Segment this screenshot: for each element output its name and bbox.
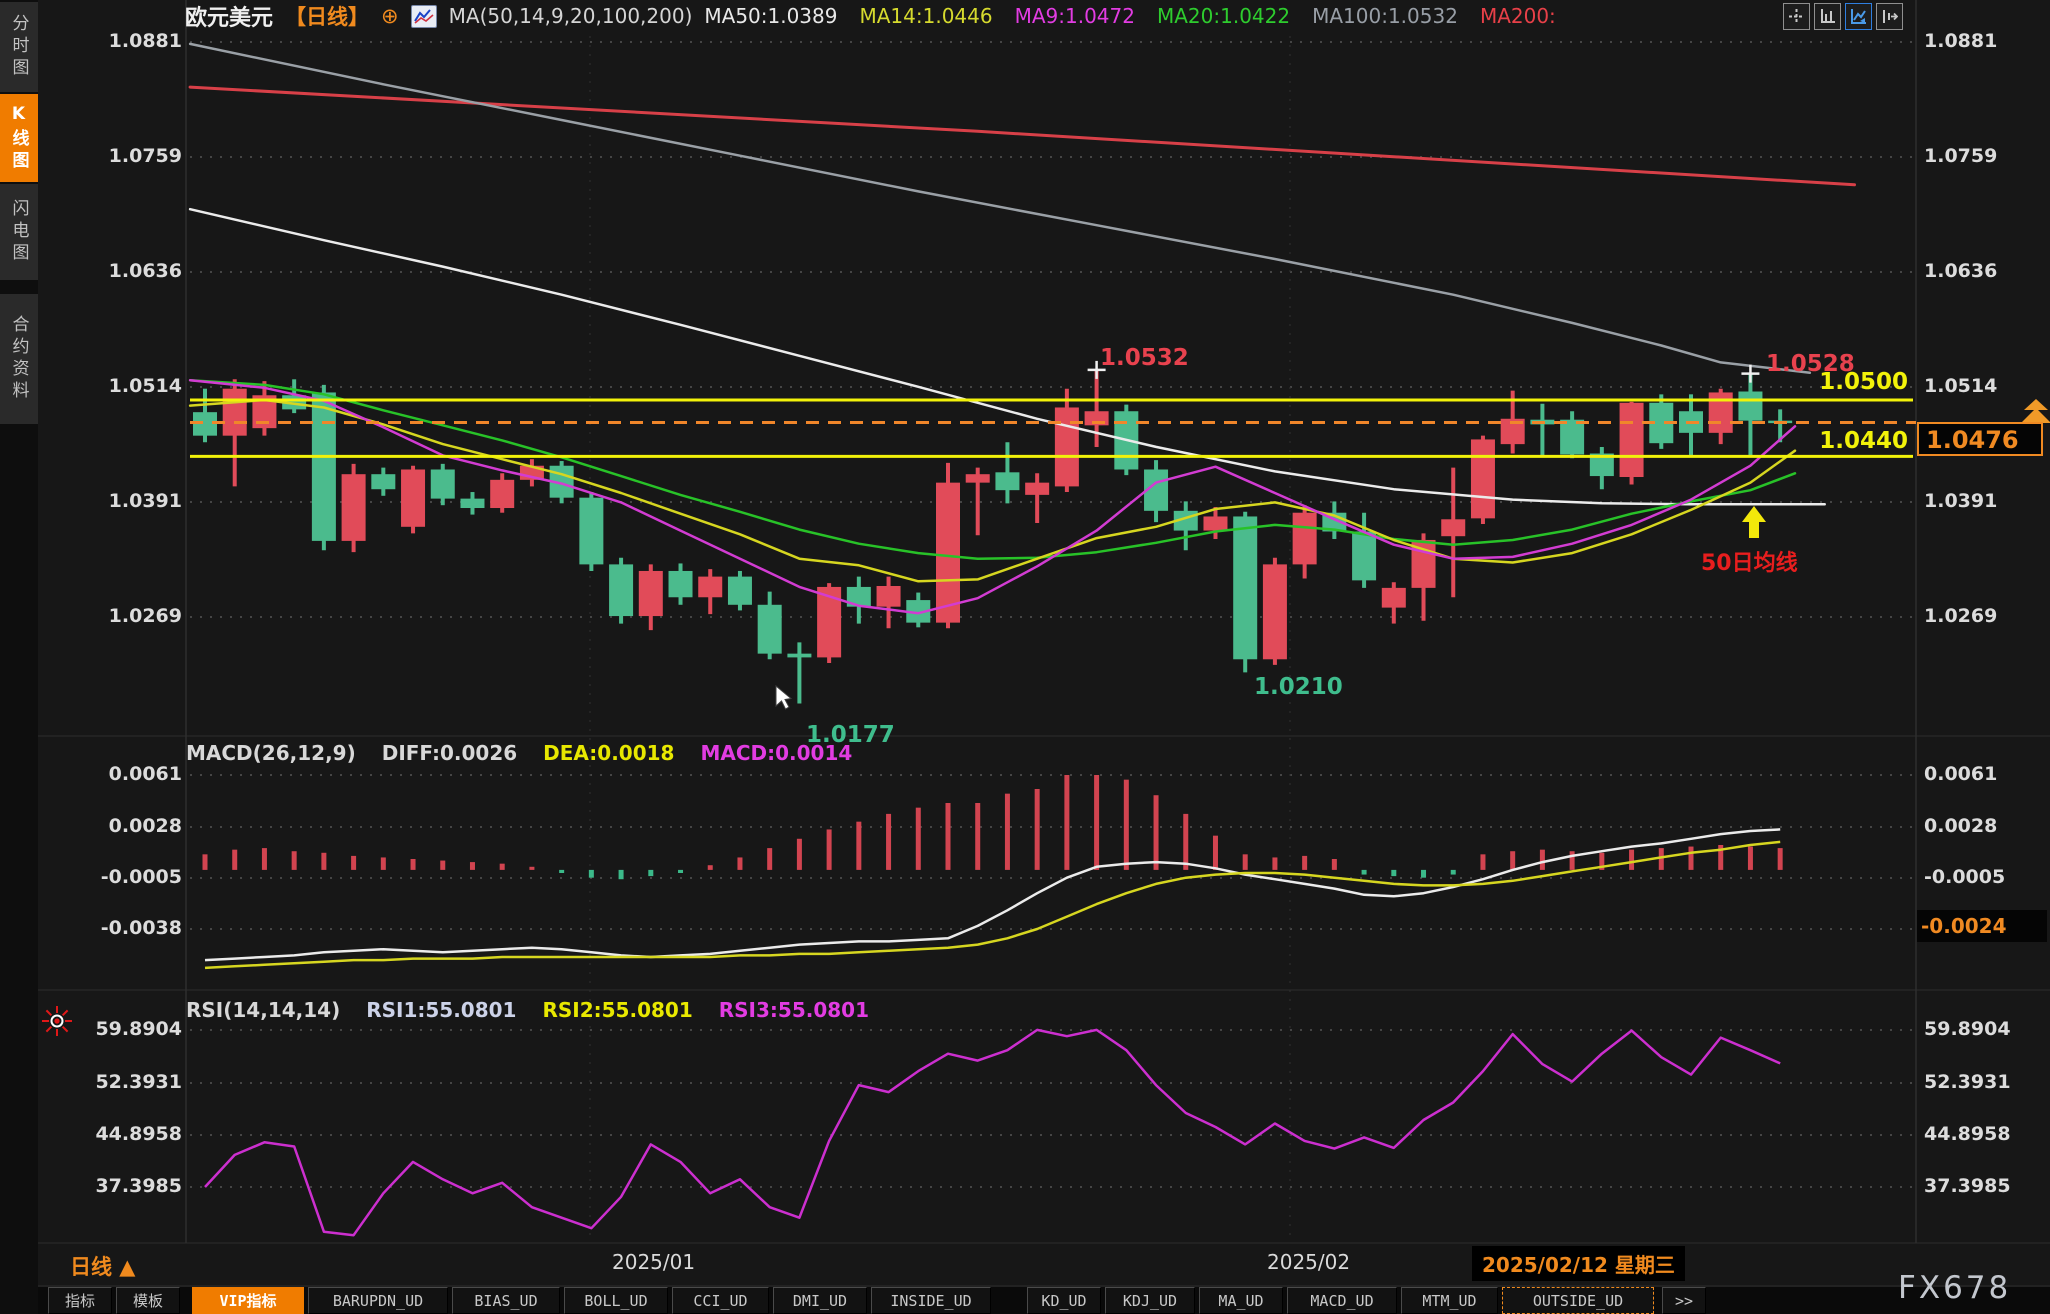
price-tick-left-3: 1.0514 — [108, 375, 182, 397]
brand-watermark: FX678 — [1898, 1270, 2012, 1306]
ma-values: MA50:1.0389 MA14:1.0446 MA9:1.0472 MA20:1.0… — [704, 4, 1577, 28]
x-axis-label-feb: 2025/02 — [1267, 1250, 1351, 1274]
ma-value-4: MA100:1.0532 — [1312, 4, 1458, 28]
lower-level-label: 1.0440 — [1819, 428, 1908, 454]
toolbar-tab-1[interactable]: 模板 — [116, 1287, 180, 1314]
price-tick-left-2: 1.0636 — [108, 260, 182, 282]
ma-value-1: MA14:1.0446 — [859, 4, 993, 28]
swing-high-label-1: 1.0532 — [1100, 345, 1189, 371]
macd-legend-1: DIFF:0.0026 — [381, 741, 518, 765]
swing-high-label-2: 1.0528 — [1766, 351, 1855, 377]
rsi-legend-2: RSI2:55.0801 — [542, 998, 693, 1022]
chart-type-icon[interactable] — [410, 4, 437, 28]
sidebar-item-0[interactable]: 分时图 — [0, 2, 38, 92]
price-tick-right-5: 1.0269 — [1924, 605, 1998, 627]
rsi-legend-row: RSI(14,14,14) RSI1:55.0801 RSI2:55.0801 RSI… — [186, 998, 869, 1022]
toolbar-tab-0[interactable]: 指标 — [48, 1287, 112, 1314]
upper-level-label: 1.0500 — [1819, 369, 1908, 395]
macd-legend-0: MACD(26,12,9) — [186, 741, 356, 765]
left-sidebar: 分时图 K线图 闪电图合约资料 — [0, 0, 38, 1314]
ma-value-3: MA20:1.0422 — [1156, 4, 1291, 28]
price-tick-right-4: 1.0391 — [1924, 490, 1998, 512]
macd-tick-left-0: 0.0061 — [108, 763, 182, 785]
macd-tick-left-3: -0.0038 — [100, 917, 182, 939]
macd-legend-row: MACD(26,12,9) DIFF:0.0026 DEA:0.0018 MACD:0… — [186, 741, 852, 765]
toolbar-tab-2[interactable]: VIP指标 — [192, 1287, 304, 1314]
toolbar-tab-8[interactable]: INSIDE_UD — [871, 1287, 991, 1314]
sidebar-item-3[interactable]: 合约资料 — [0, 294, 38, 424]
price-tick-right-3: 1.0514 — [1924, 375, 1998, 397]
symbol-title: 欧元美元 — [185, 6, 274, 31]
toolbar-tab-12[interactable]: MACD_UD — [1287, 1287, 1397, 1314]
toolbar-tab-14[interactable]: OUTSIDE_UD — [1502, 1287, 1654, 1314]
rsi-tick-right-0: 59.8904 — [1924, 1018, 2011, 1040]
rsi-tick-left-2: 44.8958 — [95, 1123, 182, 1145]
toolbar-tab-9[interactable]: KD_UD — [1027, 1287, 1101, 1314]
x-axis-label-jan: 2025/01 — [612, 1250, 696, 1274]
toolbar-tab-13[interactable]: MTM_UD — [1401, 1287, 1498, 1314]
toolbar-tab-10[interactable]: KDJ_UD — [1105, 1287, 1195, 1314]
price-tick-right-2: 1.0636 — [1924, 260, 1998, 282]
macd-tick-right-2: -0.0005 — [1924, 866, 2006, 888]
ma-value-2: MA9:1.0472 — [1014, 4, 1135, 28]
rsi-tick-right-1: 52.3931 — [1924, 1071, 2011, 1093]
ma50-note-arrow — [1742, 506, 1766, 538]
toolbar-tab-6[interactable]: CCI_UD — [672, 1287, 769, 1314]
sidebar-item-1[interactable]: K线图 — [0, 94, 38, 182]
compare-shift-icon[interactable] — [1876, 3, 1903, 30]
period-selector[interactable]: 日线 ▲ — [70, 1255, 136, 1279]
rsi-tick-left-0: 59.8904 — [95, 1018, 182, 1040]
mouse-cursor — [775, 684, 793, 710]
line-chart-icon[interactable] — [1845, 3, 1872, 30]
macd-tick-right-0: 0.0061 — [1924, 763, 1998, 785]
price-tick-left-0: 1.0881 — [108, 30, 182, 52]
axes-setup-icon[interactable] — [1814, 3, 1841, 30]
ma-settings-label: MA(50,14,9,20,100,200) — [448, 4, 693, 28]
toolbar-tab-11[interactable]: MA_UD — [1199, 1287, 1283, 1314]
rsi-tick-right-3: 37.3985 — [1924, 1175, 2011, 1197]
swing-low-label-1: 1.0177 — [806, 722, 895, 748]
toolbar-tab-5[interactable]: BOLL_UD — [564, 1287, 668, 1314]
sidebar-item-2[interactable]: 闪电图 — [0, 184, 38, 280]
indicator-toolbar: 指标 模板 VIP指标 BARUPDN_UD BIAS_UD BOLL_UD CCI_UD D… — [38, 1287, 2050, 1314]
crosshair-layout-icon[interactable] — [1783, 3, 1810, 30]
price-tick-left-4: 1.0391 — [108, 490, 182, 512]
rsi-legend-0: RSI(14,14,14) — [186, 998, 341, 1022]
date-tooltip: 2025/02/12 星期三 — [1472, 1246, 1685, 1281]
toolbar-tab-4[interactable]: BIAS_UD — [452, 1287, 560, 1314]
period-tag[interactable]: 【日线】 — [285, 5, 370, 29]
macd-legend-2: DEA:0.0018 — [543, 741, 675, 765]
last-price-box: 1.0476 — [1917, 422, 2043, 456]
add-compare-icon[interactable]: ⊕ — [381, 3, 399, 28]
rsi-legend-3: RSI3:55.0801 — [718, 998, 870, 1022]
ma50-note-label: 50日均线 — [1701, 551, 1798, 576]
price-tick-left-5: 1.0269 — [108, 605, 182, 627]
macd-legend-3: MACD:0.0014 — [700, 741, 853, 765]
ma-value-0: MA50:1.0389 — [704, 4, 838, 28]
rsi-legend-1: RSI1:55.0801 — [366, 998, 517, 1022]
macd-value-badge: -0.0024 — [1917, 910, 2047, 942]
macd-tick-right-1: 0.0028 — [1924, 815, 1998, 837]
macd-tick-left-2: -0.0005 — [100, 866, 182, 888]
toolbar-tab-7[interactable]: DMI_UD — [773, 1287, 867, 1314]
macd-tick-left-1: 0.0028 — [108, 815, 182, 837]
swing-low-label-2: 1.0210 — [1254, 674, 1343, 700]
toolbar-tab-15[interactable]: >> — [1662, 1287, 1706, 1314]
price-tick-right-1: 1.0759 — [1924, 145, 1998, 167]
ma-value-5: MA200: — [1479, 4, 1556, 28]
price-tick-right-0: 1.0881 — [1924, 30, 1998, 52]
toolbar-tab-3[interactable]: BARUPDN_UD — [308, 1287, 448, 1314]
chart-header: 欧元美元 【日线】 ⊕ MA(50,14,9,20,100,200) MA50:… — [185, 1, 1578, 31]
price-tick-left-1: 1.0759 — [108, 145, 182, 167]
rsi-tick-right-2: 44.8958 — [1924, 1123, 2011, 1145]
rsi-tick-left-3: 37.3985 — [95, 1175, 182, 1197]
header-icon-group — [1783, 3, 1903, 30]
rsi-tick-left-1: 52.3931 — [95, 1071, 182, 1093]
